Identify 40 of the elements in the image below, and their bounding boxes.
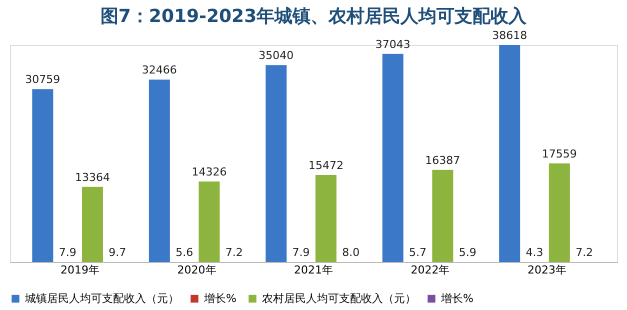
data-label: 38618 (492, 29, 528, 42)
bar (32, 89, 54, 262)
data-label: 7.2 (576, 246, 594, 259)
data-label: 15472 (308, 159, 344, 172)
bar (382, 54, 404, 262)
bar (148, 80, 170, 262)
bar (266, 65, 287, 262)
legend-label: 增长% (203, 292, 236, 305)
x-tick-label: 2023年 (527, 264, 566, 276)
bar (548, 163, 570, 262)
data-label: 5.7 (409, 246, 427, 259)
data-label: 30759 (25, 73, 60, 86)
x-tick-label: 2022年 (410, 264, 450, 276)
bar (82, 186, 103, 262)
data-label: 7.9 (292, 246, 310, 259)
x-tick-label: 2020年 (177, 264, 216, 276)
data-label: 14326 (192, 166, 227, 178)
bar (315, 175, 336, 262)
x-tick-label: 2019年 (60, 264, 100, 276)
bar (198, 182, 220, 262)
data-label: 17559 (542, 147, 577, 160)
data-label: 35040 (258, 49, 294, 62)
data-label: 4.3 (526, 246, 544, 259)
data-label: 9.7 (108, 246, 126, 259)
data-label: 37043 (375, 38, 410, 51)
legend-label: 城镇居民人均可支配收入（元） (24, 292, 179, 305)
data-label: 8.0 (342, 246, 360, 259)
x-tick-label: 2021年 (294, 264, 333, 276)
data-label: 7.9 (58, 246, 76, 259)
data-label: 5.6 (176, 246, 194, 259)
chart-title: 图7：2019-2023年城镇、农村居民人均可支配收入 (100, 6, 528, 27)
data-label: 13364 (74, 170, 110, 184)
bar (432, 170, 454, 262)
data-label: 32466 (142, 64, 177, 77)
legend-label: 增长% (440, 292, 474, 305)
bar (499, 45, 520, 262)
data-label: 16387 (425, 154, 460, 167)
data-label: 5.9 (458, 246, 476, 259)
legend-label: 农村居民人均可支配收入（元） (262, 292, 416, 305)
data-label: 7.2 (225, 246, 243, 259)
